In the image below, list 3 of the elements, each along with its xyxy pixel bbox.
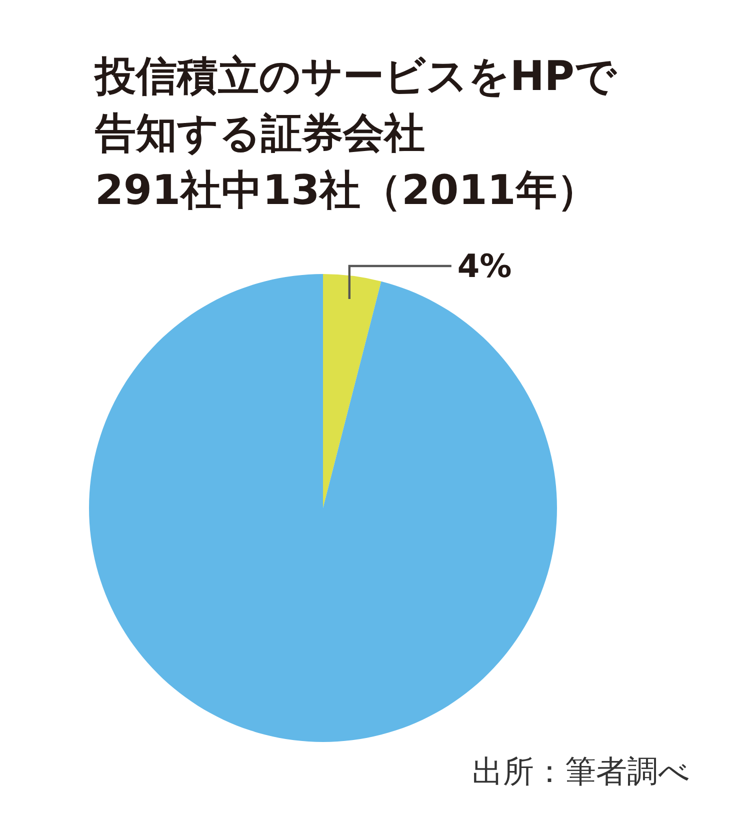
title: 投信積立のサービスをHPで告知する証券会社 [95, 52, 616, 157]
annotation: 出所：筆者調べ [472, 754, 690, 790]
subtitle: 291社中13社（2011年） [95, 166, 598, 214]
